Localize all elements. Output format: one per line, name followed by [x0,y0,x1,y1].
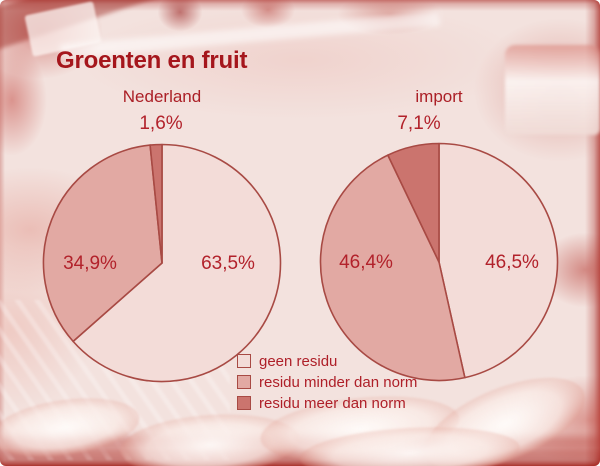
pie-slice-residu-meer-dan-norm [149,143,163,264]
pie-slice-residu-meer-dan-norm [387,142,440,263]
pie-chart-import [319,142,559,382]
legend-item-geen-residu: geen residu [237,353,417,369]
pie-slice-geen-residu [438,142,559,379]
pie-slice-residu-minder-dan-norm [319,154,466,382]
legend-swatch-meer-dan-norm [237,396,251,410]
value-label-nederland-geen-residu: 63,5% [201,253,255,274]
legend-item-meer-dan-norm: residu meer dan norm [237,395,417,411]
pie-slice-geen-residu [72,143,282,383]
value-label-import-geen-residu: 46,5% [485,252,539,273]
legend-swatch-minder-dan-norm [237,375,251,389]
value-label-import-meer-dan-norm: 7,1% [397,113,441,134]
legend-label: residu minder dan norm [259,373,418,391]
page-title: Groenten en fruit [56,47,248,74]
pie-chart-nederland [42,143,282,383]
pie-title-import: import [415,87,463,106]
legend: geen residu residu minder dan norm resid… [237,353,417,411]
value-label-import-minder-dan-norm: 46,4% [339,252,393,273]
legend-label: geen residu [259,352,338,370]
pie-title-nederland: Nederland [122,87,202,106]
legend-label: residu meer dan norm [259,394,406,412]
pie-slice-residu-minder-dan-norm [42,144,163,343]
value-label-nederland-minder-dan-norm: 34,9% [63,253,117,274]
photo-car-shape [505,45,600,135]
legend-item-minder-dan-norm: residu minder dan norm [237,374,417,390]
value-label-nederland-meer-dan-norm: 1,6% [139,113,183,134]
legend-swatch-geen-residu [237,354,251,368]
